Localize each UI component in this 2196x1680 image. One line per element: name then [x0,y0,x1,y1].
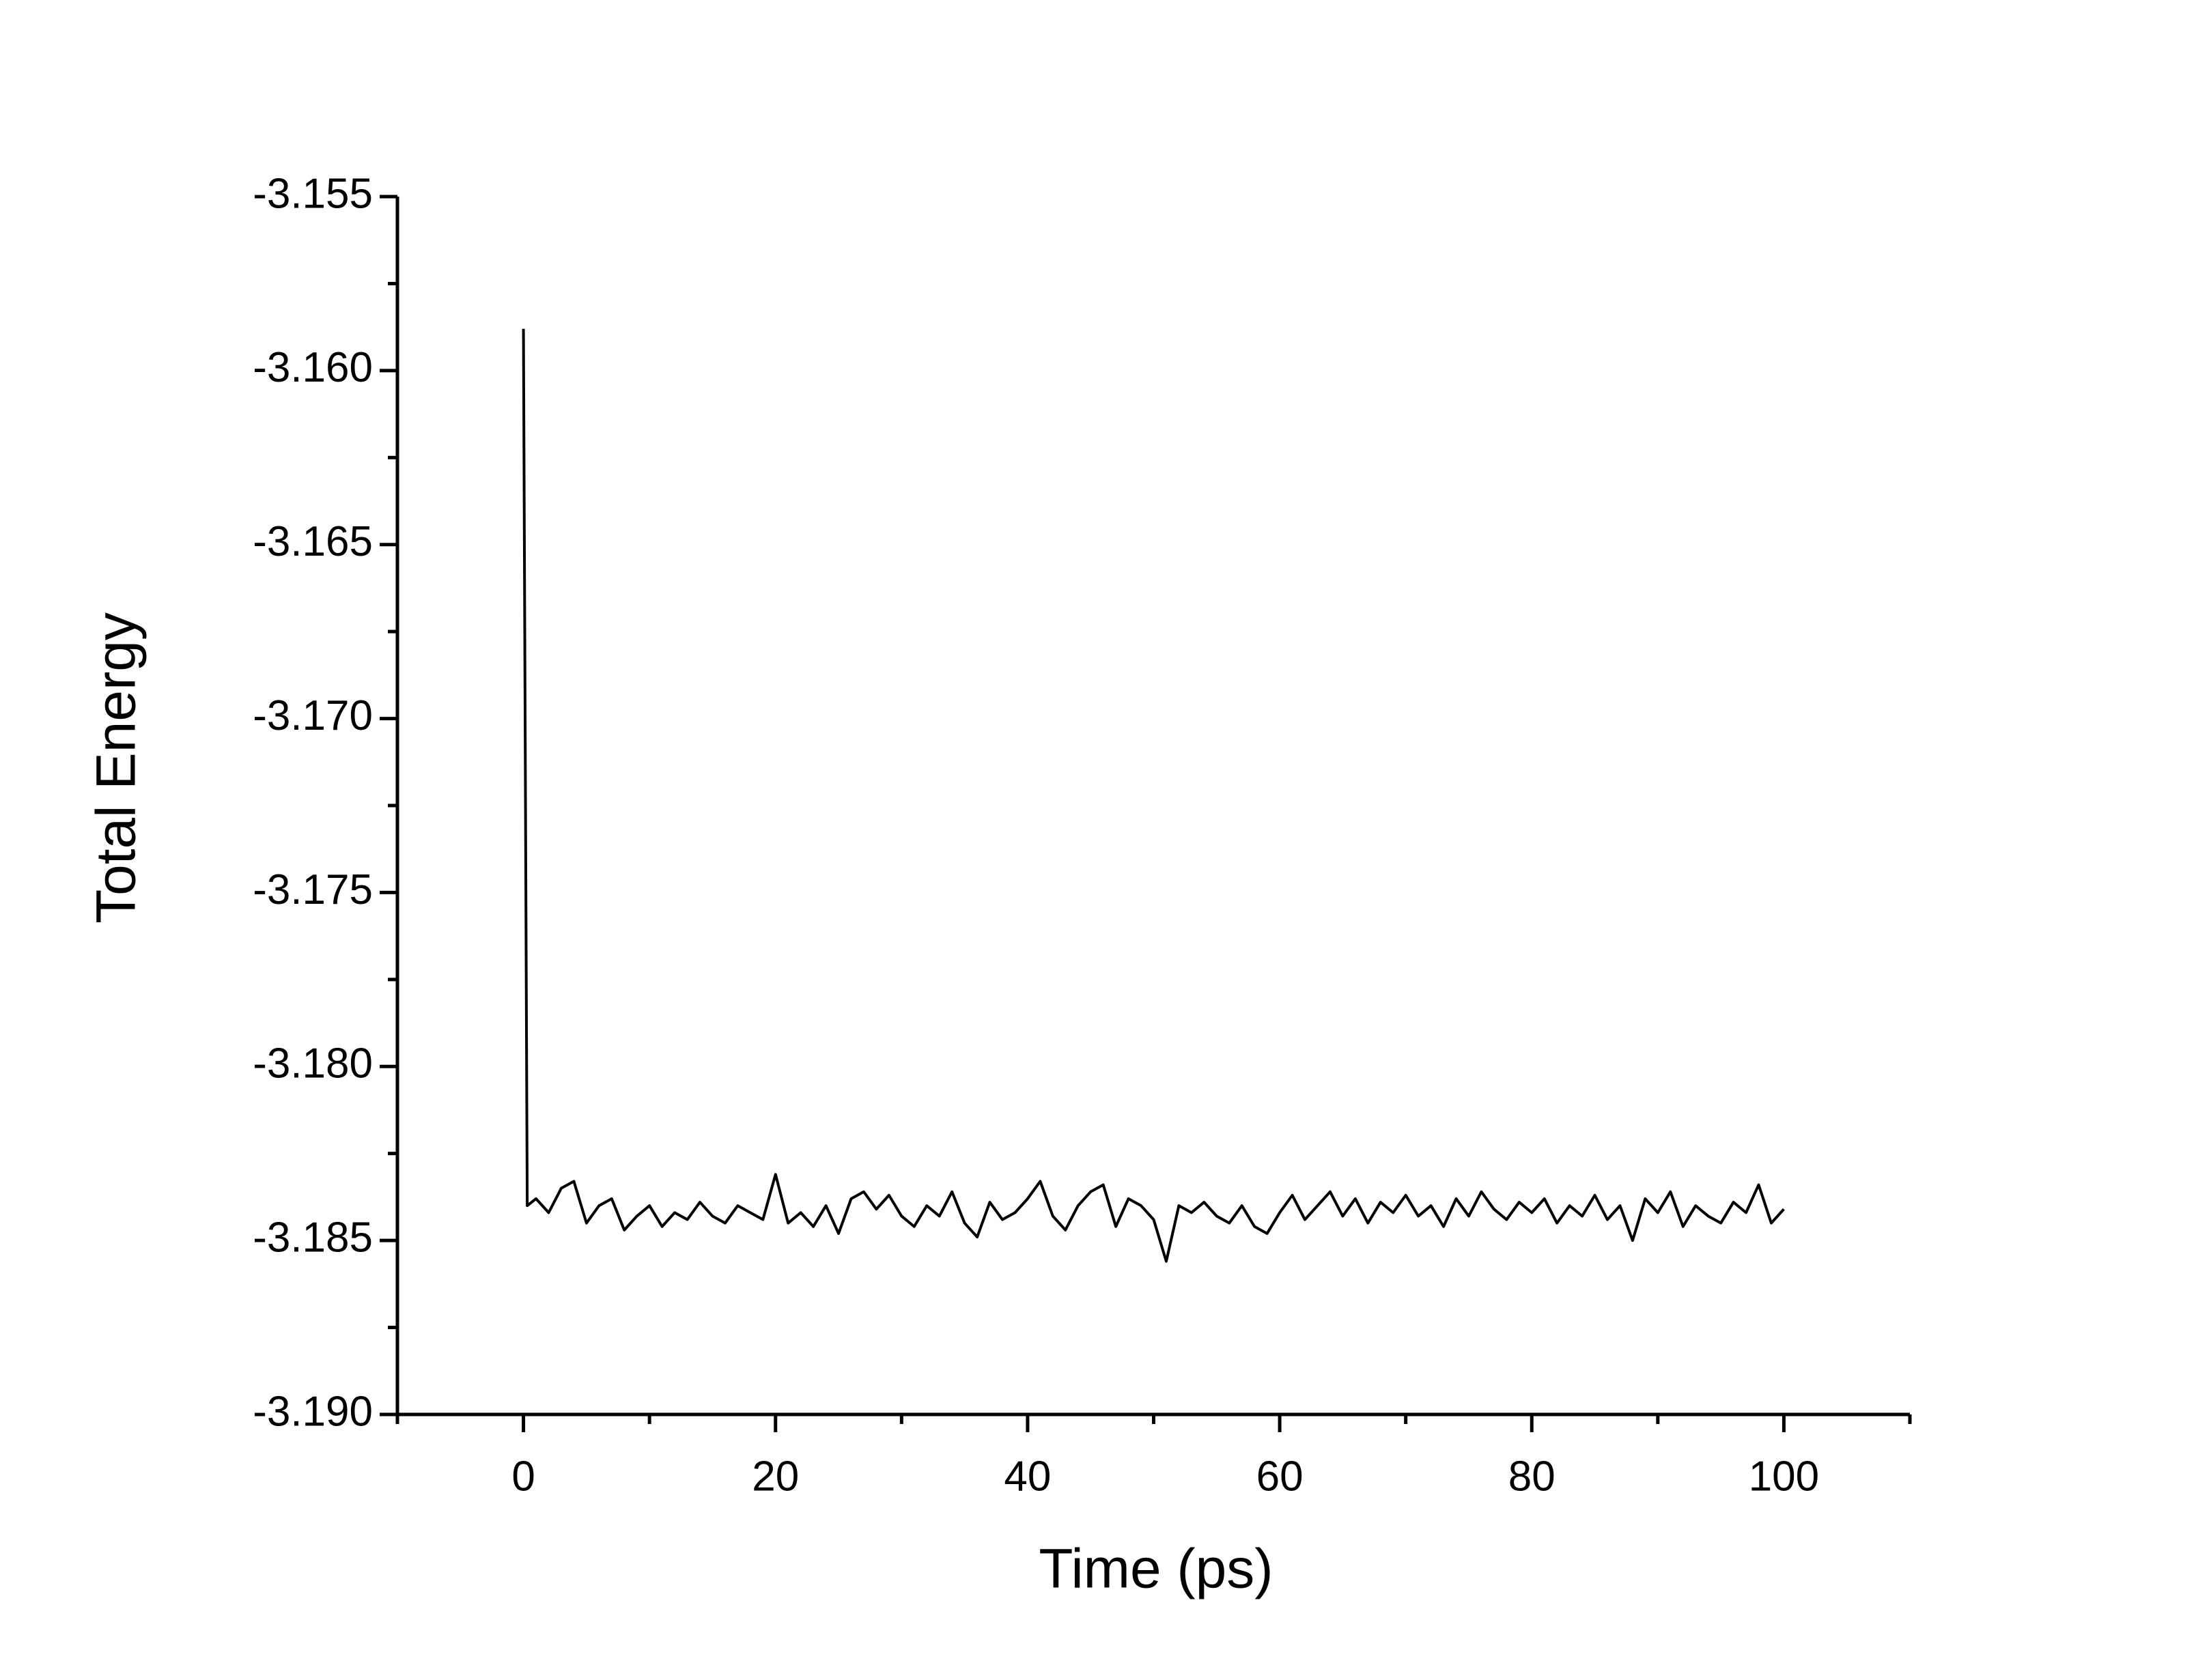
y-tick-label: -3.165 [253,518,373,565]
y-tick-label: -3.190 [253,1388,373,1435]
y-tick-label: -3.160 [253,344,373,391]
y-tick-label: -3.155 [253,170,373,217]
y-tick-label: -3.170 [253,692,373,739]
y-axis-label: Total Energy [85,612,147,924]
x-tick-label: 0 [511,1453,535,1500]
x-tick-label: 20 [752,1453,799,1500]
data-line [522,328,1785,1263]
x-axis-label: Time (ps) [1039,1538,1273,1600]
y-tick-label: -3.175 [253,866,373,913]
x-tick-label: 60 [1256,1453,1304,1500]
y-tick-label: -3.180 [253,1040,373,1087]
x-tick-label: 40 [1004,1453,1051,1500]
x-tick-label: 80 [1508,1453,1556,1500]
y-tick-label: -3.185 [253,1214,373,1262]
x-tick-label: 100 [1749,1453,1819,1500]
